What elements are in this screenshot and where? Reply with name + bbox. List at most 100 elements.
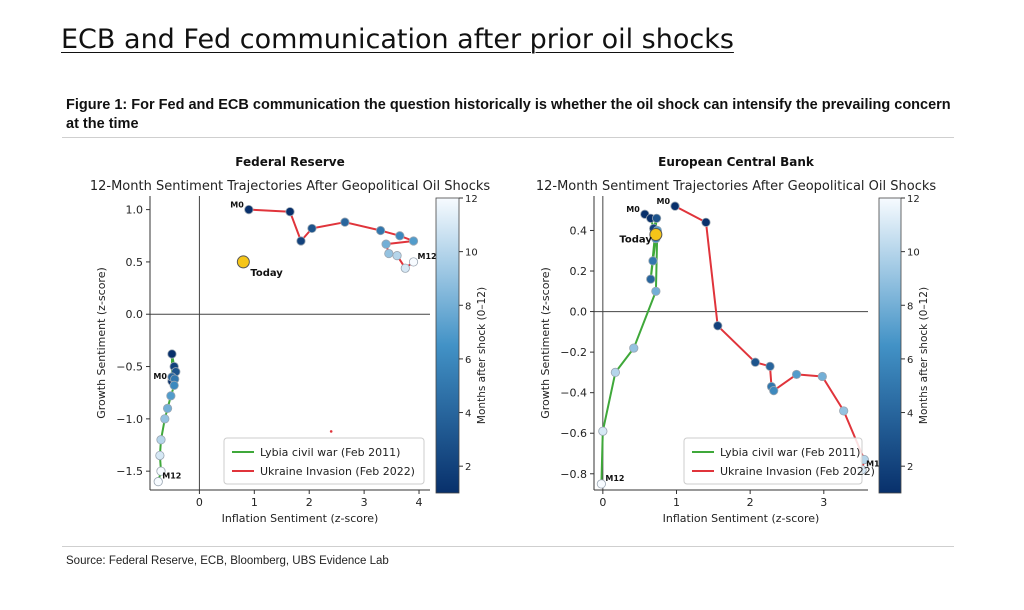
x-axis-label: Inflation Sentiment (z-score) [663, 512, 820, 525]
x-tick-label: 0 [196, 496, 203, 509]
data-point-ukraine [400, 263, 410, 273]
chart-title: 12-Month Sentiment Trajectories After Ge… [90, 179, 491, 194]
series-start-label: M0 [626, 205, 640, 214]
data-point-ukraine [750, 357, 760, 367]
y-tick-label: −1.0 [116, 413, 143, 426]
colorbar-tick-label: 4 [907, 409, 913, 420]
data-point-libya [169, 380, 179, 390]
x-axis-label: Inflation Sentiment (z-score) [222, 512, 379, 525]
data-point-libya [646, 274, 656, 284]
series-start-label: M0 [230, 201, 244, 210]
data-point-ukraine [791, 369, 802, 380]
y-tick-label: −1.5 [116, 465, 143, 478]
series-end-label: M12 [162, 472, 181, 481]
data-point-libya [153, 477, 163, 487]
colorbar [878, 197, 902, 494]
x-tick-label: 1 [251, 496, 258, 509]
chart-panel-ecb: European Central Bank 12-Month Sentiment … [536, 155, 937, 525]
series-line-ukraine [248, 208, 415, 270]
y-tick-label: 0.0 [570, 306, 588, 319]
legend-entry-ukraine: Ukraine Invasion (Feb 2022) [260, 465, 415, 478]
data-point-ukraine [670, 201, 680, 211]
y-tick-label: −0.2 [560, 346, 587, 359]
data-point-ukraine [713, 321, 723, 331]
series-line-ukraine [674, 205, 866, 470]
stray-point [329, 430, 333, 433]
data-point-ukraine [817, 371, 827, 382]
series-end-label: M12 [605, 474, 624, 483]
x-tick-label: 3 [820, 496, 827, 509]
data-point-libya [166, 391, 176, 401]
data-point-libya [598, 426, 608, 436]
colorbar-tick-label: 6 [465, 355, 471, 366]
y-tick-label: 0.2 [570, 265, 588, 278]
y-tick-label: −0.5 [116, 361, 143, 374]
chart-legend: Lybia civil war (Feb 2011) Ukraine Invasi… [223, 437, 425, 485]
legend-box [223, 437, 425, 485]
chart-panel-fed: Federal Reserve 12-Month Sentiment Trajec… [90, 155, 491, 525]
data-point-ukraine [701, 217, 711, 227]
colorbar-tick-label: 2 [907, 462, 913, 473]
data-point-ukraine [839, 406, 849, 416]
data-point-libya [651, 286, 661, 296]
colorbar-tick-label: 12 [907, 194, 920, 205]
y-tick-label: −0.6 [560, 427, 587, 440]
figure-caption: Figure 1: For Fed and ECB communication … [66, 97, 951, 132]
data-point-ukraine [244, 205, 254, 215]
colorbar-tick-label: 12 [465, 194, 478, 205]
chart-figure: Federal Reserve 12-Month Sentiment Trajec… [90, 155, 937, 525]
data-point-ukraine [375, 225, 386, 236]
legend-box [683, 437, 863, 485]
x-tick-label: 2 [306, 496, 313, 509]
colorbar-label: Months after shock (0–12) [476, 287, 488, 424]
data-point-ukraine [408, 236, 419, 246]
data-point-libya [596, 479, 606, 489]
y-axis-label: Growth Sentiment (z-score) [95, 267, 108, 419]
data-point-libya [156, 435, 166, 445]
data-point-ukraine [381, 239, 391, 249]
y-tick-label: 1.0 [126, 204, 144, 217]
source-divider [62, 546, 954, 547]
x-tick-label: 3 [361, 496, 368, 509]
y-tick-label: 0.5 [126, 256, 144, 269]
y-axis-label: Growth Sentiment (z-score) [539, 267, 552, 419]
x-tick-label: 1 [673, 496, 680, 509]
colorbar-label: Months after shock (0–12) [918, 287, 930, 424]
data-point-libya [156, 466, 166, 476]
data-point-ukraine [296, 236, 306, 246]
series-start-label: M0 [656, 197, 670, 206]
data-point-ukraine [408, 257, 419, 267]
data-point-ukraine [307, 223, 317, 234]
source-note: Source: Federal Reserve, ECB, Bloomberg,… [66, 555, 389, 567]
chart-title: 12-Month Sentiment Trajectories After Ge… [536, 179, 937, 194]
today-label: Today [619, 235, 652, 246]
colorbar [435, 197, 460, 494]
series-start-label: M0 [153, 372, 167, 381]
x-tick-label: 4 [416, 496, 423, 509]
y-tick-label: 0.4 [570, 224, 588, 237]
data-point-libya [629, 343, 639, 353]
series-end-label: M12 [418, 252, 437, 261]
today-marker [236, 255, 250, 269]
legend-entry-libya: Lybia civil war (Feb 2011) [720, 446, 860, 459]
data-point-ukraine [769, 386, 779, 396]
data-point-libya [162, 403, 173, 413]
legend-entry-ukraine: Ukraine Invasion (Feb 2022) [720, 465, 875, 478]
data-point-libya [160, 414, 170, 424]
data-point-ukraine [765, 361, 775, 371]
today-marker [649, 228, 663, 242]
caption-divider [62, 137, 954, 138]
colorbar-tick-label: 10 [465, 248, 478, 259]
colorbar-tick-label: 4 [465, 409, 471, 420]
data-point-ukraine [392, 251, 402, 261]
panel-title: European Central Bank [658, 155, 815, 169]
data-point-libya [155, 450, 165, 461]
data-point-ukraine [340, 217, 350, 227]
y-tick-label: 0.0 [126, 308, 144, 321]
chart-legend: Lybia civil war (Feb 2011) Ukraine Invasi… [683, 437, 875, 485]
colorbar-tick-label: 10 [907, 248, 920, 259]
data-point-libya [648, 256, 658, 266]
data-point-libya [610, 367, 620, 377]
x-tick-label: 0 [599, 496, 606, 509]
legend-entry-libya: Lybia civil war (Feb 2011) [260, 446, 400, 459]
